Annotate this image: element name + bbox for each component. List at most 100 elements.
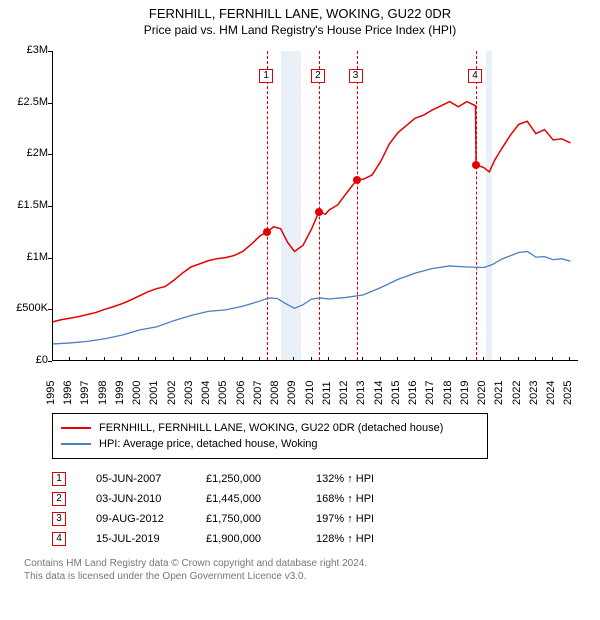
x-axis-tick-label: 1996 xyxy=(62,373,76,405)
series-svg xyxy=(53,51,579,361)
x-axis-tick xyxy=(173,357,174,361)
transaction-hpi: 168% ↑ HPI xyxy=(316,493,446,505)
chart-subtitle: Price paid vs. HM Land Registry's House … xyxy=(12,23,588,37)
x-axis-tick xyxy=(224,357,225,361)
x-axis-tick xyxy=(328,357,329,361)
x-axis-tick-label: 2007 xyxy=(252,373,266,405)
transactions-table: 1 05-JUN-2007£1,250,000132% ↑ HPI 203-JUN-… xyxy=(52,469,562,549)
legend-swatch xyxy=(61,443,91,445)
transaction-price: £1,750,000 xyxy=(206,513,316,525)
x-axis-tick xyxy=(276,357,277,361)
legend-swatch xyxy=(61,427,91,429)
x-axis-tick xyxy=(155,357,156,361)
x-axis-tick-label: 2009 xyxy=(286,373,300,405)
x-axis-tick-label: 2016 xyxy=(407,373,421,405)
transaction-marker: 3 xyxy=(52,512,66,526)
y-axis-tick-label: £500K xyxy=(12,302,48,314)
x-axis-tick-label: 2019 xyxy=(459,373,473,405)
x-axis-tick-label: 2015 xyxy=(390,373,404,405)
x-axis-tick xyxy=(345,357,346,361)
x-axis-tick xyxy=(207,357,208,361)
x-axis-tick-label: 2021 xyxy=(493,373,507,405)
footer-line: This data is licensed under the Open Gov… xyxy=(24,570,588,583)
y-axis-tick-label: £1M xyxy=(12,251,48,263)
x-axis-tick-label: 2024 xyxy=(545,373,559,405)
x-axis-tick-label: 1997 xyxy=(79,373,93,405)
marker-label-box: 2 xyxy=(311,69,325,83)
transaction-hpi: 197% ↑ HPI xyxy=(316,513,446,525)
transaction-date: 15-JUL-2019 xyxy=(96,533,206,545)
x-axis-tick-label: 2000 xyxy=(131,373,145,405)
x-axis-tick xyxy=(500,357,501,361)
legend-row: FERNHILL, FERNHILL LANE, WOKING, GU22 0D… xyxy=(61,420,479,436)
x-axis-tick xyxy=(86,357,87,361)
x-axis-tick xyxy=(431,357,432,361)
chart-area: £0£500K£1M£1.5M£2M£2.5M£3M19951996199719… xyxy=(12,45,588,405)
x-axis-tick xyxy=(569,357,570,361)
footer-attribution: Contains HM Land Registry data © Crown c… xyxy=(24,557,588,583)
y-axis-tick xyxy=(48,154,52,155)
x-axis-tick-label: 2023 xyxy=(528,373,542,405)
y-axis-tick-label: £2M xyxy=(12,147,48,159)
marker-label-box: 1 xyxy=(259,69,273,83)
transaction-price: £1,250,000 xyxy=(206,473,316,485)
x-axis-tick-label: 2001 xyxy=(148,373,162,405)
transaction-price: £1,900,000 xyxy=(206,533,316,545)
legend-row: HPI: Average price, detached house, Woki… xyxy=(61,436,479,452)
x-axis-tick-label: 2006 xyxy=(235,373,249,405)
y-axis-tick-label: £2.5M xyxy=(12,96,48,108)
y-axis-tick xyxy=(48,206,52,207)
transaction-row: 1 05-JUN-2007£1,250,000132% ↑ HPI xyxy=(52,469,562,489)
x-axis-tick-label: 2011 xyxy=(321,373,335,405)
transaction-date: 09-AUG-2012 xyxy=(96,513,206,525)
x-axis-tick-label: 2025 xyxy=(562,373,576,405)
x-axis-tick xyxy=(104,357,105,361)
x-axis-tick xyxy=(483,357,484,361)
x-axis-tick xyxy=(190,357,191,361)
x-axis-tick-label: 2020 xyxy=(476,373,490,405)
x-axis-tick-label: 2012 xyxy=(338,373,352,405)
x-axis-tick xyxy=(466,357,467,361)
x-axis-tick-label: 2017 xyxy=(424,373,438,405)
x-axis-tick-label: 2008 xyxy=(269,373,283,405)
x-axis-tick xyxy=(414,357,415,361)
y-axis-tick-label: £0 xyxy=(12,354,48,366)
x-axis-tick xyxy=(69,357,70,361)
x-axis-tick xyxy=(380,357,381,361)
x-axis-tick xyxy=(293,357,294,361)
x-axis-tick xyxy=(449,357,450,361)
x-axis-tick-label: 2005 xyxy=(217,373,231,405)
x-axis-tick xyxy=(242,357,243,361)
y-axis-tick xyxy=(48,258,52,259)
chart-title: FERNHILL, FERNHILL LANE, WOKING, GU22 0D… xyxy=(12,6,588,21)
x-axis-tick xyxy=(397,357,398,361)
x-axis-tick xyxy=(52,357,53,361)
x-axis-tick-label: 2002 xyxy=(166,373,180,405)
transaction-marker: 4 xyxy=(52,532,66,546)
transaction-row: 203-JUN-2010£1,445,000168% ↑ HPI xyxy=(52,489,562,509)
transaction-hpi: 132% ↑ HPI xyxy=(316,473,446,485)
transaction-row: 415-JUL-2019£1,900,000128% ↑ HPI xyxy=(52,529,562,549)
transaction-date: 05-JUN-2007 xyxy=(96,473,206,485)
x-axis-tick-label: 2013 xyxy=(355,373,369,405)
legend-box: FERNHILL, FERNHILL LANE, WOKING, GU22 0D… xyxy=(52,413,488,459)
x-axis-tick-label: 2018 xyxy=(442,373,456,405)
x-axis-tick xyxy=(552,357,553,361)
transaction-row: 3 09-AUG-2012£1,750,000197% ↑ HPI xyxy=(52,509,562,529)
y-axis-tick-label: £3M xyxy=(12,44,48,56)
x-axis-tick-label: 2014 xyxy=(373,373,387,405)
y-axis-tick xyxy=(48,103,52,104)
x-axis-tick-label: 2022 xyxy=(511,373,525,405)
series-hpi xyxy=(53,251,570,343)
legend-label: HPI: Average price, detached house, Woki… xyxy=(99,438,318,450)
x-axis-tick xyxy=(518,357,519,361)
legend-label: FERNHILL, FERNHILL LANE, WOKING, GU22 0D… xyxy=(99,422,443,434)
x-axis-tick-label: 1999 xyxy=(114,373,128,405)
plot-area xyxy=(52,51,578,361)
y-axis-tick xyxy=(48,309,52,310)
transaction-price: £1,445,000 xyxy=(206,493,316,505)
marker-label-box: 3 xyxy=(349,69,363,83)
x-axis-tick xyxy=(362,357,363,361)
transaction-marker: 1 xyxy=(52,472,66,486)
y-axis-tick-label: £1.5M xyxy=(12,199,48,211)
